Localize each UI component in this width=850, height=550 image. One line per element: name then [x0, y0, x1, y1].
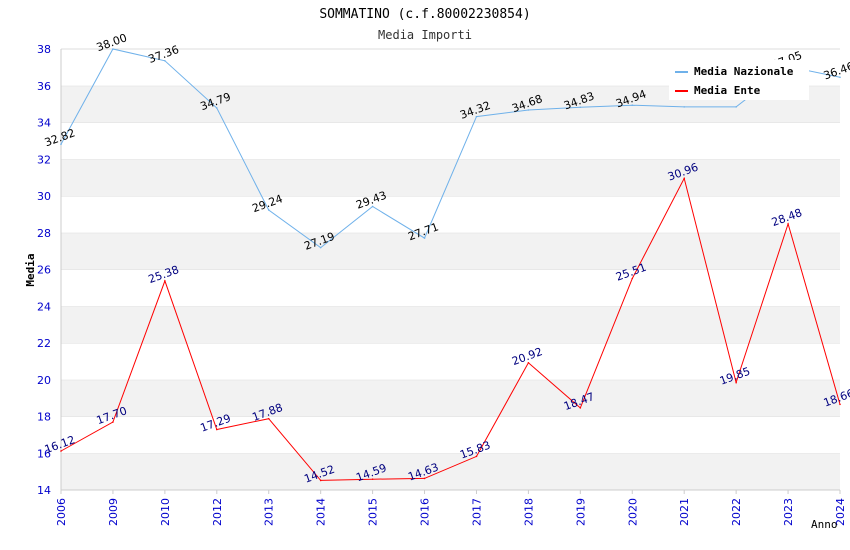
y-tick-label: 18	[37, 411, 51, 424]
data-point	[216, 428, 218, 431]
grid-band	[61, 196, 840, 233]
y-tick-label: 26	[37, 264, 51, 277]
x-tick-label: 2010	[159, 498, 172, 526]
data-point	[267, 209, 270, 211]
x-tick-label: 2024	[834, 498, 847, 526]
data-point	[112, 421, 114, 423]
data-point	[631, 277, 634, 280]
grid-band	[61, 343, 840, 380]
y-tick-label: 22	[37, 337, 51, 350]
x-tick-label: 2015	[367, 498, 380, 526]
y-tick-label: 36	[37, 80, 51, 93]
x-tick-label: 2019	[574, 498, 587, 526]
series-line-ente	[60, 177, 841, 481]
series-lines	[60, 48, 841, 482]
series-line-nazionale	[60, 48, 841, 249]
x-tick-label: 2013	[263, 498, 276, 526]
x-tick-label: 2006	[55, 498, 68, 526]
grid-band	[61, 379, 840, 417]
data-point	[319, 479, 322, 482]
data-point	[371, 205, 374, 208]
grid-band	[61, 306, 840, 343]
data-point	[371, 478, 374, 480]
y-tick-label: 20	[37, 374, 51, 387]
grid-band	[61, 232, 840, 270]
data-point	[787, 223, 789, 225]
data-point	[60, 450, 62, 452]
y-tick-label: 14	[37, 484, 51, 497]
legend-box	[669, 60, 809, 100]
x-tick-label: 2020	[626, 498, 639, 526]
y-axis-title: Media	[24, 253, 37, 286]
y-tick-label: 34	[37, 117, 51, 130]
x-tick-label: 2023	[782, 498, 795, 526]
data-point	[527, 362, 530, 364]
data-point	[683, 177, 685, 180]
data-point	[735, 381, 737, 384]
x-axis: 2006 2009 2010 2012 2013 2014 2015 2016 2017 2018…	[55, 489, 847, 526]
y-tick-label: 32	[37, 153, 51, 166]
x-tick-label: 2012	[211, 498, 224, 526]
data-point	[475, 115, 478, 118]
x-tick-label: 2009	[107, 498, 120, 526]
data-point	[164, 59, 166, 62]
data-point	[267, 417, 270, 420]
x-tick-label: 2017	[470, 498, 483, 526]
data-point	[164, 280, 166, 282]
data-point	[423, 237, 426, 239]
data-point	[631, 104, 634, 107]
data-point	[319, 246, 322, 249]
grid-band	[61, 269, 840, 307]
data-point	[475, 455, 478, 458]
x-tick-label: 2016	[419, 498, 432, 526]
data-point	[216, 107, 218, 109]
legend: Media Nazionale Media Ente	[669, 60, 809, 100]
y-tick-label: 28	[37, 227, 51, 240]
y-axis: 14 16 18 20 22 24 26 28 30 32 34 36 38	[37, 43, 62, 497]
chart-subtitle: Media Importi	[378, 28, 472, 42]
x-tick-label: 2022	[730, 498, 743, 526]
grid-band	[61, 122, 840, 160]
data-point	[839, 403, 841, 406]
data-point	[579, 106, 582, 109]
x-tick-label: 2014	[315, 498, 328, 526]
chart-title: SOMMATINO (c.f.80002230854)	[319, 7, 530, 22]
legend-label-ente: Media Ente	[694, 84, 761, 97]
data-point	[735, 106, 737, 108]
x-axis-title: Anno	[811, 518, 838, 531]
data-point	[527, 109, 530, 111]
y-tick-label: 38	[37, 43, 51, 56]
y-tick-label: 24	[37, 300, 51, 313]
x-tick-label: 2021	[678, 498, 691, 526]
grid-band	[61, 453, 840, 490]
x-tick-label: 2018	[522, 498, 535, 526]
data-point	[839, 76, 841, 79]
data-point	[423, 477, 426, 480]
grid-band	[61, 416, 840, 454]
data-point	[579, 407, 582, 409]
y-tick-label: 30	[37, 190, 51, 203]
y-tick-label: 16	[37, 447, 51, 460]
data-point	[60, 143, 62, 145]
data-point	[683, 106, 685, 108]
legend-label-nazionale: Media Nazionale	[694, 65, 794, 78]
data-point	[112, 48, 114, 50]
